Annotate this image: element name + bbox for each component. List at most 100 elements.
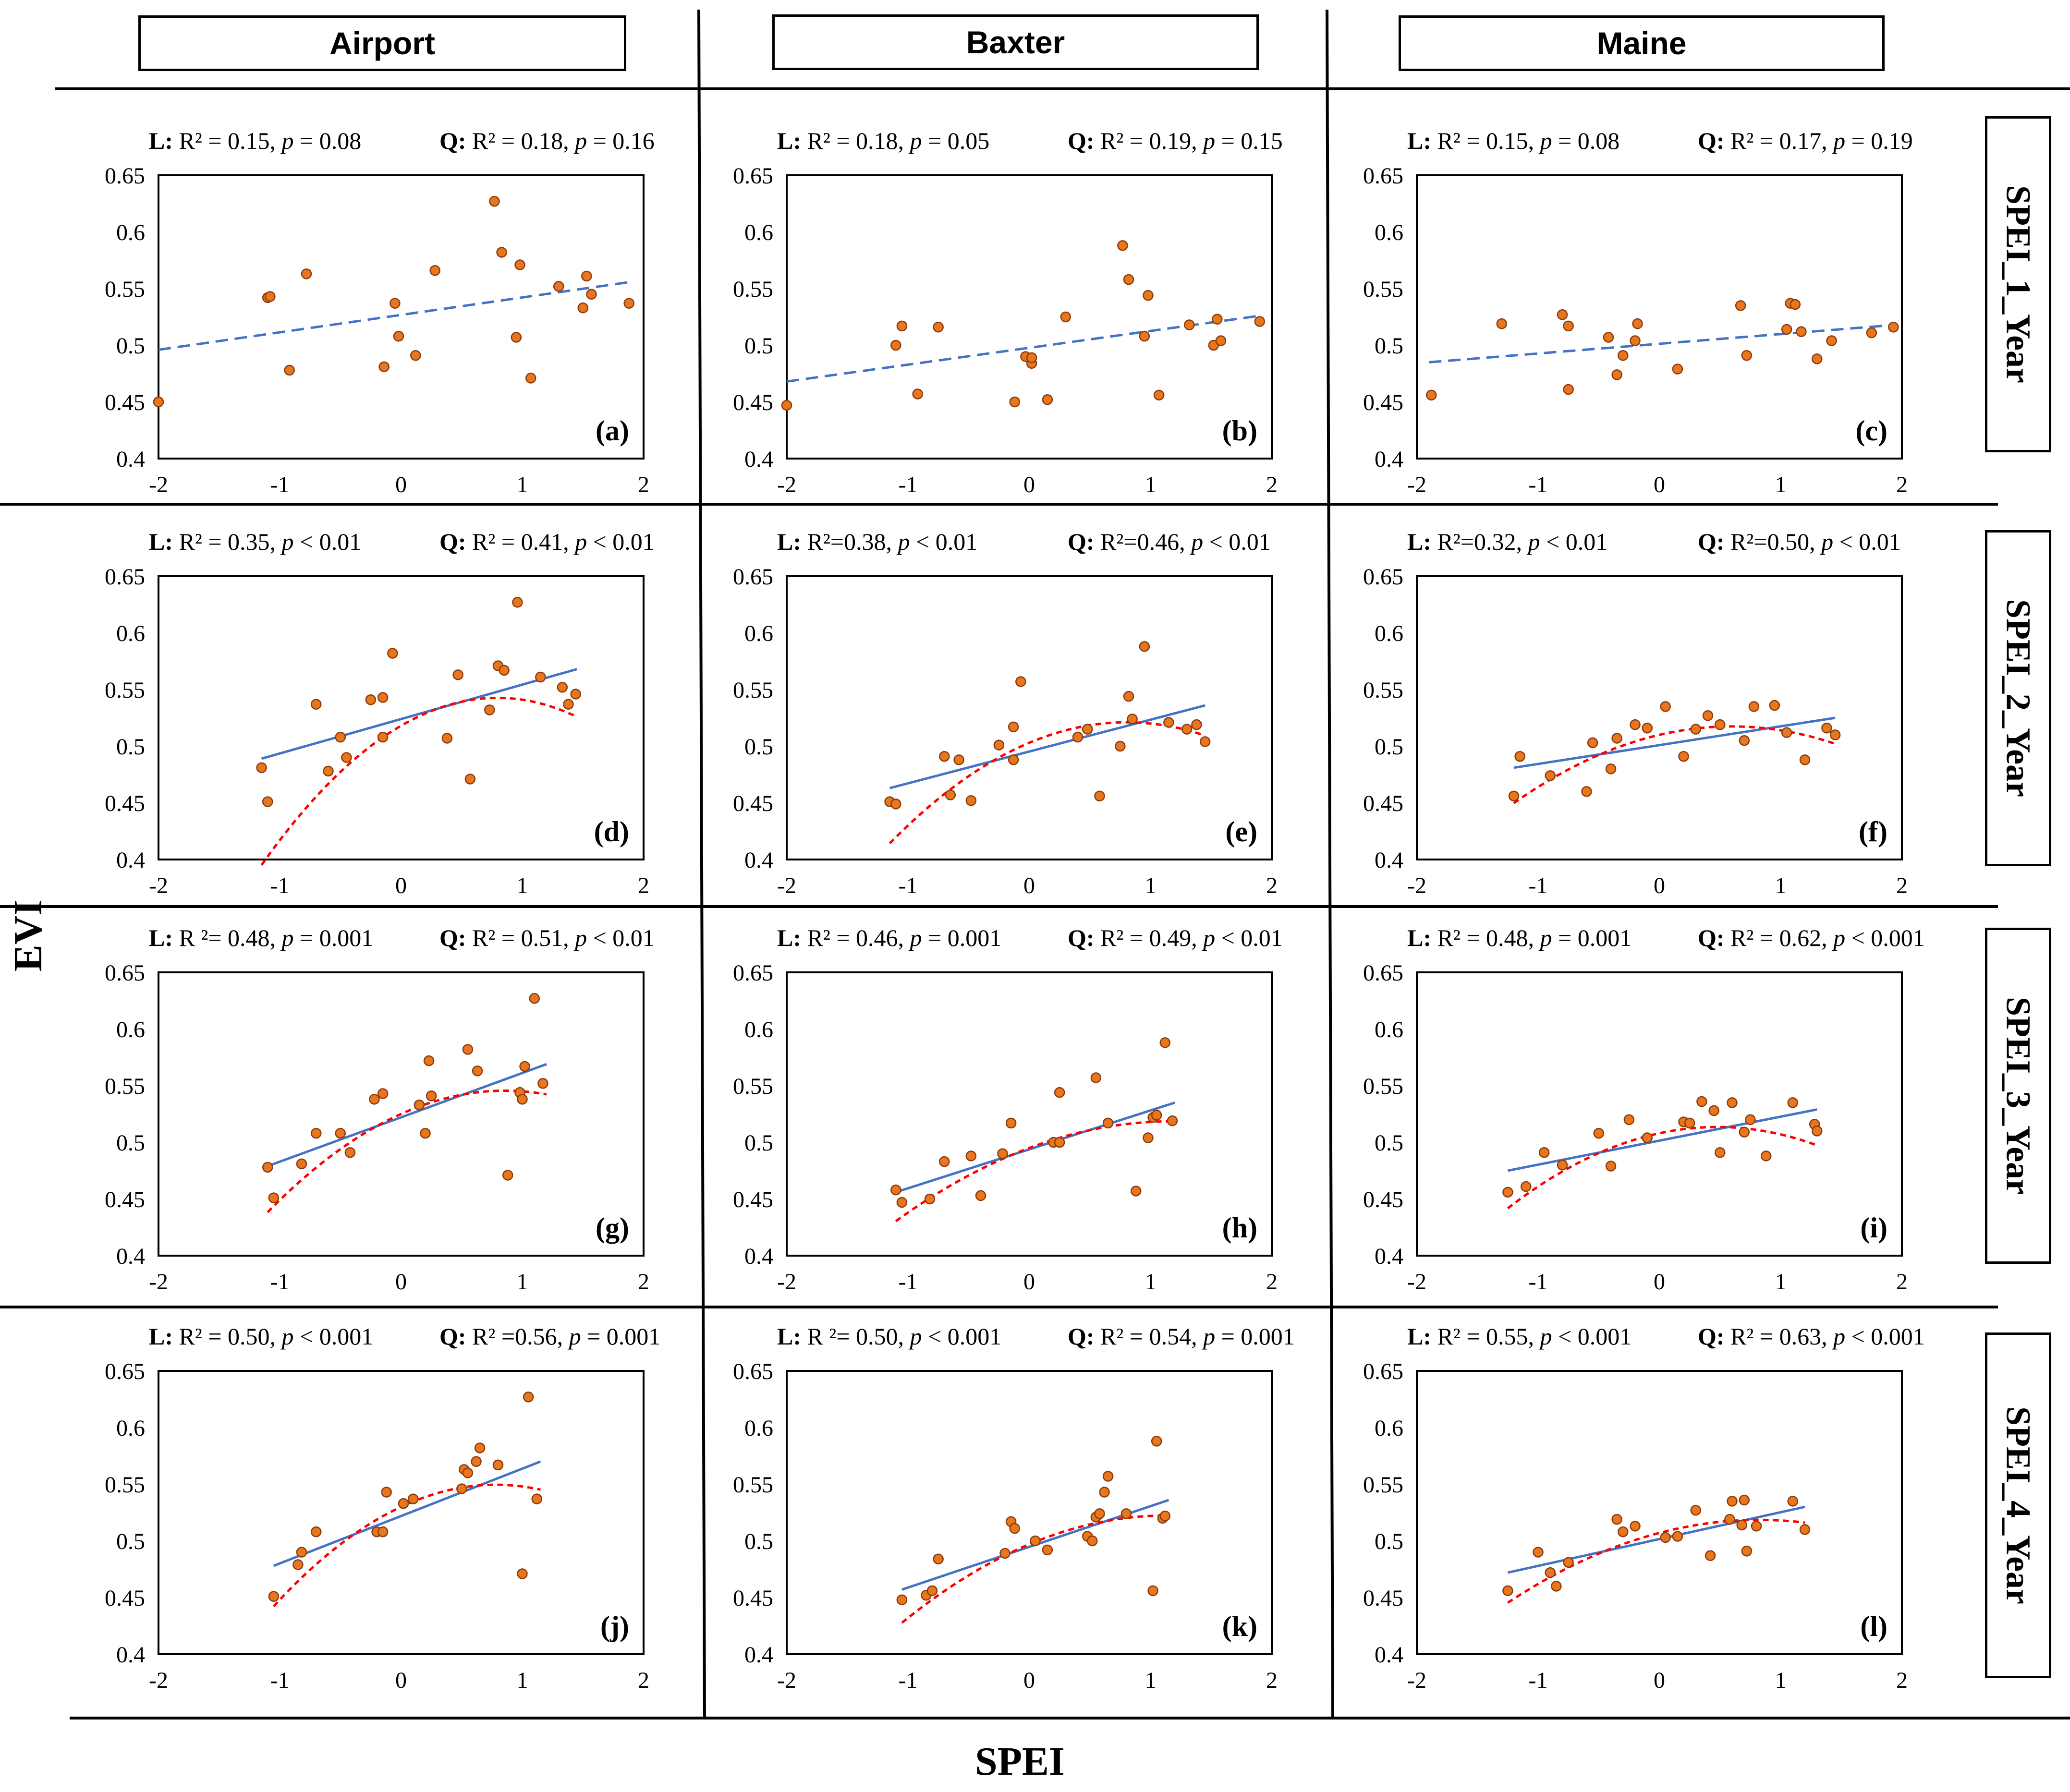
- data-point: [1642, 1132, 1653, 1143]
- data-point: [1741, 1545, 1753, 1557]
- y-tick-label: 0.4: [1375, 1244, 1403, 1269]
- panel-h: 0.4 0.45 0.5 0.55 0.6 0.65 -2 -1 0 1 2 L: R² = 0.46…: [733, 924, 1283, 1295]
- data-point: [529, 993, 540, 1004]
- data-point: [1563, 1557, 1574, 1568]
- data-point: [1739, 1494, 1750, 1506]
- data-point: [512, 597, 523, 608]
- panel-label: (j): [600, 1610, 629, 1642]
- stat-linear: L: R ²= 0.48, p = 0.001: [149, 924, 373, 951]
- data-point: [462, 1467, 474, 1478]
- data-point: [1715, 1147, 1726, 1158]
- x-tick-label: -2: [149, 1269, 168, 1295]
- stat-quadratic: Q: R² = 0.18, p = 0.16: [439, 127, 655, 154]
- data-point: [1015, 676, 1026, 687]
- panel-label: (b): [1222, 415, 1257, 447]
- data-point: [426, 1090, 437, 1102]
- data-point: [1618, 350, 1629, 361]
- x-tick-label: -2: [149, 472, 168, 497]
- stat-quadratic: Q: R² = 0.51, p < 0.01: [439, 924, 655, 951]
- data-point: [511, 332, 522, 343]
- data-point: [924, 1193, 936, 1205]
- y-tick-label: 0.45: [105, 1586, 145, 1611]
- x-tick-label: 0: [1023, 1668, 1035, 1693]
- data-point: [1799, 754, 1811, 765]
- row-header-label: SPEI_1_Year: [1999, 185, 2038, 383]
- data-point: [1042, 1544, 1053, 1556]
- data-point: [296, 1547, 307, 1558]
- y-tick-label: 0.45: [1363, 1586, 1403, 1611]
- linear-fit-line: [786, 315, 1260, 383]
- row-header-spei-2: SPEI_2_Year: [1985, 530, 2051, 866]
- data-point: [1630, 1521, 1641, 1532]
- plot-frame: [158, 1370, 645, 1655]
- linear-fit-line: [1513, 716, 1836, 769]
- y-tick-label: 0.5: [1375, 734, 1403, 760]
- data-point: [1099, 1487, 1110, 1498]
- data-point: [441, 733, 453, 744]
- y-tick-label: 0.6: [1375, 621, 1403, 646]
- x-tick-label: 2: [1896, 1668, 1908, 1693]
- data-point: [1605, 1161, 1617, 1172]
- data-point: [1660, 1532, 1671, 1543]
- data-point: [1102, 1471, 1114, 1482]
- y-tick-label: 0.65: [1363, 564, 1403, 590]
- data-point: [1787, 1496, 1798, 1507]
- x-tick-label: 0: [1654, 873, 1665, 898]
- data-point: [1254, 316, 1265, 327]
- y-tick-label: 0.5: [116, 1529, 145, 1554]
- data-point: [517, 1568, 528, 1579]
- data-point: [1727, 1097, 1738, 1108]
- data-point: [1072, 731, 1084, 743]
- x-tick-label: 0: [1023, 472, 1035, 497]
- data-point: [926, 1585, 938, 1597]
- panel-l: 0.4 0.45 0.5 0.55 0.6 0.65 -2 -1 0 1 2 L: R² = 0.55…: [1363, 1323, 1925, 1693]
- plot-frame: [158, 174, 645, 460]
- data-point: [284, 364, 295, 376]
- data-point: [1812, 1126, 1823, 1137]
- panel-label: (k): [1222, 1610, 1257, 1642]
- stat-linear: L: R ²= 0.50, p < 0.001: [777, 1323, 1001, 1350]
- x-tick-label: -2: [777, 873, 796, 898]
- y-tick-label: 0.6: [116, 1416, 145, 1441]
- stat-linear: L: R² = 0.35, p < 0.01: [149, 528, 361, 555]
- data-point: [1181, 724, 1193, 735]
- linear-fit-line: [1429, 324, 1896, 363]
- column-header-baxter: Baxter: [772, 14, 1259, 70]
- data-point: [393, 330, 404, 342]
- data-point: [781, 400, 792, 411]
- data-point: [993, 739, 1005, 751]
- data-point: [390, 298, 401, 309]
- stat-linear: L: R² = 0.50, p < 0.001: [149, 1323, 373, 1350]
- data-point: [262, 1162, 273, 1173]
- y-tick-label: 0.4: [116, 1642, 145, 1668]
- data-point: [1139, 330, 1150, 342]
- plot-frame: [786, 575, 1273, 860]
- y-tick-label: 0.55: [733, 1472, 773, 1498]
- x-tick-label: 2: [1266, 472, 1278, 497]
- data-point: [939, 751, 950, 762]
- data-point: [1159, 1037, 1171, 1048]
- y-tick-label: 0.55: [1363, 678, 1403, 703]
- x-tick-label: -2: [149, 873, 168, 898]
- panel-k: 0.4 0.45 0.5 0.55 0.6 0.65 -2 -1 0 1 2 L: R ²= 0.50…: [733, 1323, 1295, 1693]
- data-point: [1618, 1526, 1629, 1538]
- data-point: [344, 1147, 356, 1158]
- data-point: [1094, 790, 1105, 802]
- data-point: [474, 1442, 486, 1453]
- data-point: [537, 1078, 548, 1089]
- data-point: [323, 765, 334, 777]
- data-point: [1212, 314, 1223, 325]
- data-point: [1521, 1181, 1532, 1192]
- x-tick-label: -1: [899, 873, 918, 898]
- data-point: [410, 350, 421, 361]
- data-point: [1117, 240, 1128, 251]
- data-point: [1087, 1535, 1098, 1547]
- data-point: [519, 1061, 530, 1072]
- y-tick-label: 0.6: [116, 220, 145, 245]
- linear-fit-line: [895, 1102, 1175, 1194]
- data-point: [1630, 719, 1641, 730]
- linear-fit-line: [889, 704, 1205, 789]
- x-tick-label: 0: [1023, 1269, 1035, 1295]
- y-tick-label: 0.6: [116, 621, 145, 646]
